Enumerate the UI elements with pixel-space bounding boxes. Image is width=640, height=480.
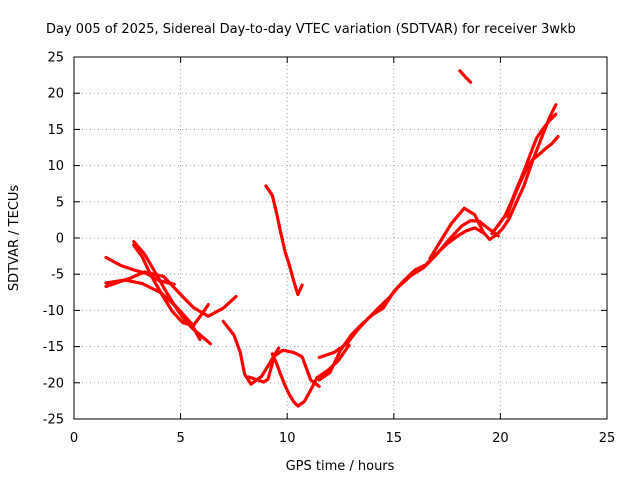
series-line (317, 219, 500, 360)
x-tick-label: 15 (386, 431, 403, 446)
y-tick-label: 10 (47, 159, 64, 174)
series-layer (104, 69, 560, 408)
y-tick-label: 0 (56, 232, 64, 247)
y-axis-label: SDTVAR / TECUs (7, 185, 22, 292)
x-axis-label: GPS time / hours (286, 459, 395, 474)
series-line (221, 319, 281, 386)
chart-title: Day 005 of 2025, Sidereal Day-to-day VTE… (46, 22, 576, 37)
x-tick-label: 5 (176, 431, 184, 446)
series-line (458, 69, 473, 84)
series-line (104, 278, 202, 341)
series-line (270, 343, 351, 408)
y-tick-label: -25 (43, 413, 64, 428)
x-tick-label: 10 (279, 431, 296, 446)
y-tick-label: -15 (43, 340, 64, 355)
series-line (132, 240, 212, 346)
y-tick-label: 20 (47, 87, 64, 102)
axis-ticks: 0 5 10 15 20 25 25 20 15 10 5 0 -5 -10 -15 -20 -25 (43, 51, 616, 447)
y-tick-label: -10 (43, 304, 64, 319)
series-line (132, 243, 210, 328)
series-line (264, 184, 304, 297)
y-tick-label: 15 (47, 123, 64, 138)
grid (74, 57, 607, 419)
y-tick-label: -20 (43, 376, 64, 391)
series-line (247, 348, 321, 388)
y-tick-label: 25 (47, 51, 64, 66)
series-line (428, 103, 558, 260)
x-tick-label: 0 (70, 431, 78, 446)
x-tick-label: 20 (492, 431, 509, 446)
x-tick-label: 25 (599, 431, 616, 446)
series-line (505, 135, 560, 218)
plot-frame (73, 56, 608, 420)
y-tick-label: -5 (51, 268, 64, 283)
series-line (317, 226, 485, 382)
y-tick-label: 5 (56, 195, 64, 210)
